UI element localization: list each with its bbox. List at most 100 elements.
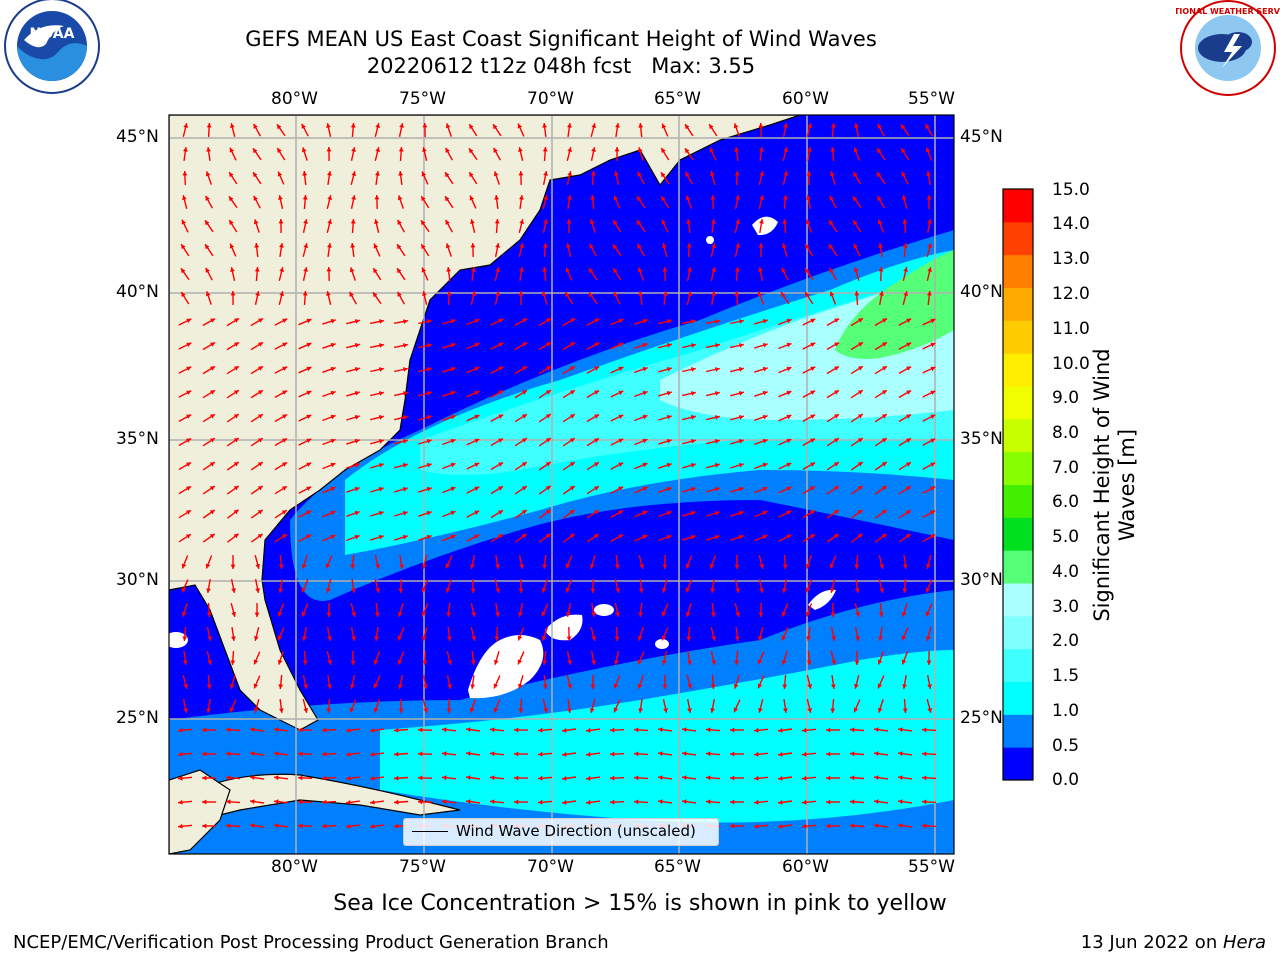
wave-direction-arrowhead	[594, 462, 599, 467]
wave-direction-arrowhead	[445, 563, 451, 569]
wave-direction-arrowhead	[302, 171, 308, 176]
wave-direction-arrowhead	[930, 390, 936, 395]
wave-direction-arrowhead	[519, 564, 524, 569]
wave-direction-arrowhead	[730, 799, 735, 805]
wave-direction-arrowhead	[351, 195, 356, 200]
lat-tick-right: 30°N	[960, 570, 1003, 590]
wave-direction-arrowhead	[490, 751, 495, 757]
wave-direction-arrowhead	[398, 147, 404, 152]
wave-direction-arrowhead	[618, 534, 624, 539]
wave-direction-arrowhead	[662, 660, 667, 665]
wave-direction-arrowhead	[521, 533, 527, 539]
wave-direction-arrowhead	[810, 462, 816, 467]
wave-direction-arrowhead	[542, 147, 548, 152]
wave-direction-arrowhead	[802, 727, 807, 733]
wave-direction-arrowhead	[538, 775, 543, 781]
colorbar-segment	[1003, 747, 1033, 781]
wave-direction-arrowhead	[786, 390, 792, 396]
wave-direction-arrowhead	[666, 367, 672, 372]
wave-direction-arrowhead	[346, 800, 351, 805]
wave-direction-arrowhead	[422, 291, 427, 296]
wave-direction-arrowhead	[758, 612, 764, 617]
wave-direction-arrowhead	[853, 147, 859, 153]
wave-direction-arrowhead	[346, 752, 351, 757]
wave-direction-arrowhead	[634, 751, 639, 757]
wave-direction-arrowhead	[301, 611, 307, 617]
colorbar-segment	[1003, 254, 1033, 288]
wave-direction-arrowhead	[591, 123, 596, 129]
wave-direction-arrowhead	[538, 727, 543, 733]
wave-direction-arrowhead	[474, 486, 480, 491]
wave-direction-arrowhead	[762, 438, 768, 444]
wave-direction-arrowhead	[857, 533, 863, 539]
lat-tick-right: 45°N	[960, 127, 1003, 147]
wave-direction-arrowhead	[901, 124, 906, 130]
wave-direction-arrowhead	[250, 727, 255, 732]
wave-direction-arrowhead	[202, 751, 207, 757]
wave-direction-arrowhead	[783, 123, 788, 128]
wave-direction-arrowhead	[402, 439, 408, 444]
lon-tick-top: 60°W	[782, 89, 829, 109]
wave-direction-arrowhead	[418, 751, 423, 757]
wave-direction-arrowhead	[757, 291, 763, 297]
wave-direction-arrowhead	[637, 635, 643, 641]
wave-direction-arrowhead	[853, 220, 858, 226]
wave-direction-arrowhead	[878, 612, 884, 617]
wave-direction-arrowhead	[615, 123, 620, 128]
wave-direction-arrowhead	[686, 219, 691, 224]
wave-direction-arrowhead	[301, 563, 307, 569]
wave-direction-arrowhead	[522, 390, 527, 395]
wave-direction-arrowhead	[471, 267, 476, 272]
footer-host: Hera	[1222, 932, 1266, 953]
wave-direction-arrowhead	[562, 800, 567, 805]
wave-direction-arrowhead	[257, 509, 263, 515]
wave-direction-arrowhead	[829, 195, 834, 201]
wave-direction-arrowhead	[658, 799, 663, 805]
wave-direction-arrowhead	[905, 510, 911, 515]
wave-direction-arrowhead	[706, 775, 711, 781]
wave-direction-arrowhead	[470, 243, 476, 248]
wave-direction-arrowhead	[782, 564, 788, 569]
wave-direction-arrowhead	[375, 147, 380, 153]
wave-direction-arrowhead	[210, 390, 215, 395]
wave-direction-arrowhead	[518, 291, 524, 296]
wave-direction-arrowhead	[613, 268, 618, 274]
wave-direction-arrowhead	[786, 438, 792, 444]
wave-direction-arrowhead	[470, 588, 476, 593]
wave-direction-arrowhead	[375, 171, 380, 176]
wave-direction-arrowhead	[758, 267, 763, 272]
wave-direction-arrowhead	[711, 291, 716, 296]
title-line-1: GEFS MEAN US East Coast Significant Heig…	[245, 27, 877, 51]
lat-tick-right: 35°N	[960, 429, 1003, 449]
wave-direction-arrowhead	[562, 728, 567, 733]
wave-direction-arrowhead	[857, 462, 863, 467]
wave-direction-arrowhead	[590, 171, 596, 176]
lon-tick-bottom: 60°W	[782, 857, 829, 877]
wave-direction-arrowhead	[493, 707, 499, 713]
wave-direction-arrowhead	[301, 147, 307, 153]
title-line-2: 20220612 t12z 048h fcst Max: 3.55	[366, 54, 756, 78]
wave-direction-arrowhead	[229, 243, 235, 249]
wave-direction-arrowhead	[758, 243, 764, 248]
wave-direction-arrowhead	[810, 534, 815, 539]
wave-direction-arrowhead	[610, 775, 615, 781]
wave-direction-arrowhead	[666, 510, 672, 516]
wave-direction-arrowhead	[830, 612, 836, 617]
wave-direction-arrowhead	[661, 635, 667, 641]
wave-direction-arrowhead	[301, 587, 307, 593]
wave-direction-arrowhead	[422, 564, 427, 569]
wave-direction-arrowhead	[589, 292, 594, 298]
wave-direction-arrowhead	[346, 728, 351, 733]
wave-direction-arrowhead	[306, 342, 312, 348]
wave-direction-arrowhead	[210, 366, 215, 371]
wave-direction-arrowhead	[637, 196, 642, 202]
wave-direction-arrowhead	[474, 414, 480, 420]
lon-tick-bottom: 75°W	[399, 857, 446, 877]
wave-direction-arrowhead	[759, 563, 764, 569]
colorbar-tick: 15.0	[1052, 180, 1090, 200]
wave-direction-arrowhead	[618, 318, 624, 324]
wave-direction-arrowhead	[226, 799, 231, 805]
wave-direction-arrowhead	[394, 775, 399, 781]
wave-direction-arrowhead	[881, 509, 887, 515]
wave-direction-arrowhead	[278, 195, 283, 200]
